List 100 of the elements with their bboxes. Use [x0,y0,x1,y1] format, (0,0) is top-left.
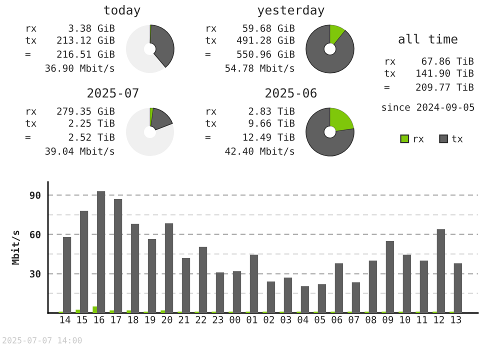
x-tick-label: 20 [162,316,172,324]
text: = [25,53,30,56]
text: 279.35 GiB [57,107,115,115]
legend-label: rx [414,136,424,142]
x-tick-label: 00 [230,316,240,324]
text: 491.28 GiB [236,36,295,44]
text: 3.38 GiB [68,24,115,32]
x-tick-label: 12 [434,316,444,324]
x-tick-label: 14 [60,316,70,324]
text: 2.52 TiB [68,133,115,141]
x-tick-label: 22 [196,316,206,324]
text: 2.83 TiB [248,107,295,115]
text: all time [398,34,458,44]
text: = [205,136,210,140]
text: 59.68 GiB [243,24,295,32]
text: tx [384,70,396,77]
text: since 2024-09-05 [382,103,474,111]
text: rx [26,26,36,32]
x-tick-label: 10 [400,316,410,324]
x-tick-label: 11 [417,316,428,324]
bar [386,240,394,313]
bar [148,238,156,313]
bar [454,263,462,313]
legend-label: tx [452,135,463,142]
donut-slice [306,24,354,74]
chart-title: yesterday [258,4,324,18]
y-tick-label: 30 [30,270,40,278]
donut-slice [306,108,354,156]
text: 9.66 TiB [248,119,295,127]
text: tx [26,36,36,44]
bar [250,254,258,313]
text: 39.04 Mbit/s [45,147,114,156]
bar [232,271,242,313]
bar [318,284,326,313]
bar [216,272,224,313]
text: rx [206,26,216,32]
donut-slice [126,25,166,73]
text: = [384,86,390,90]
text: 12.49 TiB [243,133,295,141]
x-tick-label: 06 [332,316,342,324]
text: = [25,136,30,140]
text: 67.86 TiB [422,57,474,65]
chart-title: today [104,4,140,18]
y-axis-title: Mbit/s [11,230,20,265]
bar [62,237,72,313]
x-tick-label: 15 [77,316,88,324]
text: 42.40 Mbit/s [225,147,294,156]
text: 2.25 TiB [68,119,115,127]
bar [182,258,190,313]
bar [420,260,428,313]
x-tick-label: 09 [382,316,394,324]
bar [80,210,88,313]
text: rx [26,109,36,115]
y-tick-label: 60 [30,230,40,238]
donut-slice [150,24,174,68]
donut-slice [150,108,173,130]
bar [96,191,106,313]
x-tick-label: 16 [94,316,104,324]
x-tick-label: 08 [366,316,376,324]
text: 209.77 TiB [416,83,474,91]
text: tx [26,120,36,127]
text: 141.90 TiB [416,69,474,77]
text: tx [206,120,216,127]
x-tick-label: 13 [451,316,462,324]
chart-title: 2025-06 [266,88,317,98]
bar [300,286,310,313]
bar [368,260,378,313]
bar [436,229,446,313]
text: 550.96 GiB [237,50,295,58]
bar [198,246,208,313]
x-tick-label: 18 [128,316,138,324]
x-tick-label: 05 [314,316,326,324]
bar [334,263,344,313]
x-tick-label: 04 [298,316,308,324]
x-tick-label: 23 [212,316,224,324]
text: rx [206,109,216,115]
x-tick-label: 03 [280,316,292,324]
chart-title: 2025-07 [88,88,138,98]
x-tick-label: 01 [246,316,258,324]
text: = [205,53,210,56]
text: 54.78 Mbit/s [225,64,294,73]
text: rx [386,59,396,65]
y-tick-label: 90 [30,192,40,199]
bar [164,223,174,313]
bar [284,278,292,313]
text: 36.90 Mbit/s [45,64,114,73]
bar [266,282,276,313]
x-tick-label: 17 [111,316,122,324]
donut-slice [126,108,174,156]
bar [114,199,122,313]
x-tick-label: 19 [145,316,156,324]
text: tx [206,36,216,44]
bar [352,282,360,313]
bar [402,254,412,313]
text: 213.12 GiB [57,36,115,44]
x-tick-label: 21 [178,316,190,324]
text: 216.51 GiB [57,50,115,58]
x-tick-label: 07 [348,316,360,324]
bar [130,224,140,313]
x-tick-label: 02 [264,316,274,324]
